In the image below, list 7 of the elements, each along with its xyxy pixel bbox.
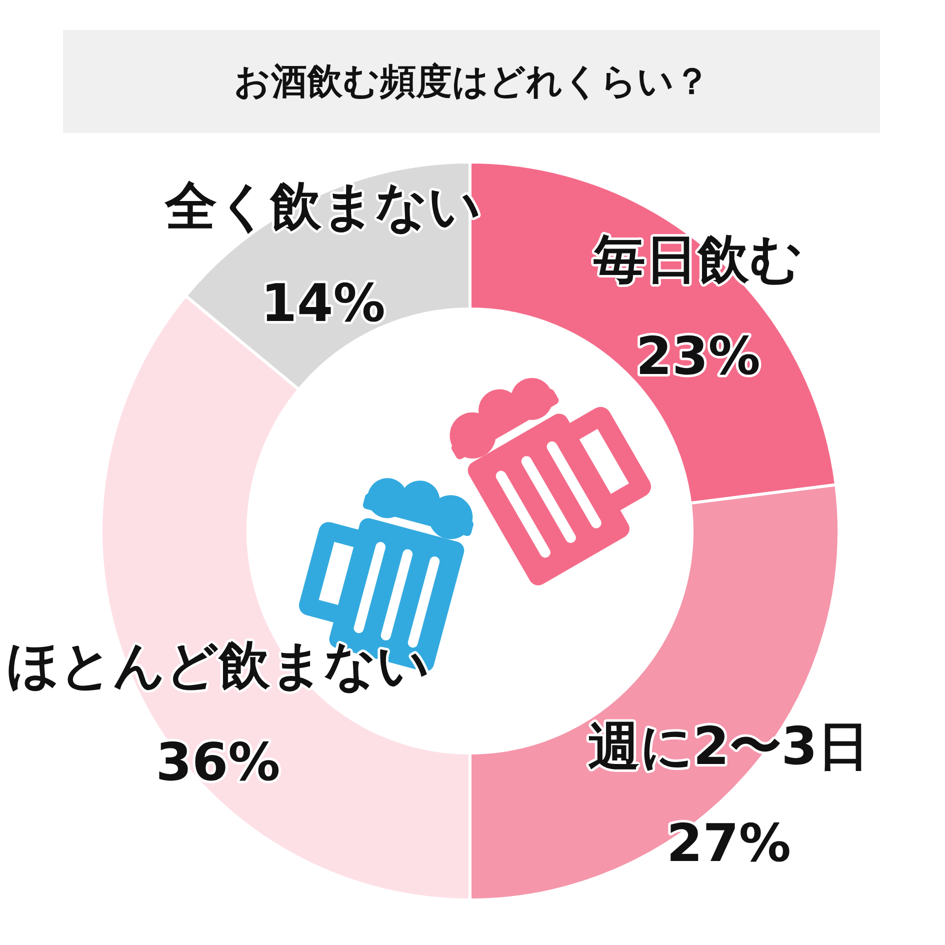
data-label: 36% bbox=[156, 732, 280, 793]
data-label: 27% bbox=[666, 814, 792, 874]
slice-label: 週に2〜3日 bbox=[588, 717, 870, 778]
data-label: 23% bbox=[636, 327, 760, 388]
chart-title: お酒飲む頻度はどれくらい？ bbox=[234, 62, 710, 102]
data-label: 14% bbox=[260, 274, 386, 334]
slice-label: 全く飲まない bbox=[164, 176, 482, 237]
